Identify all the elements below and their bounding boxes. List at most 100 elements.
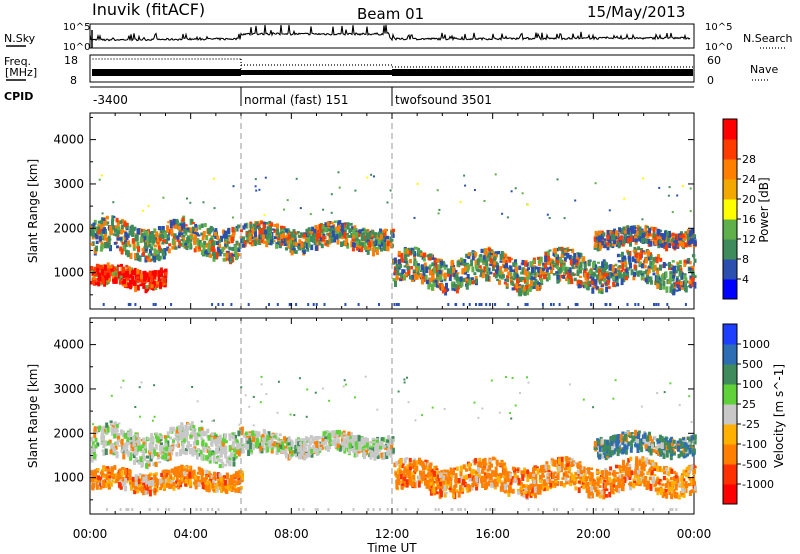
range-cell [246,239,250,242]
range-cell [232,461,236,467]
range-cell [449,269,452,275]
range-cell [108,478,112,482]
range-cell [183,471,187,476]
range-cell [593,243,597,248]
range-cell [184,242,188,246]
range-cell [555,271,559,275]
range-cell [482,255,486,260]
range-cell [665,286,669,293]
range-cell [644,239,648,244]
range-cell [162,469,166,474]
range-cell [431,283,434,291]
range-cell [601,261,605,268]
range-cell [391,436,395,439]
range-cell [260,221,264,225]
range-cell [207,248,211,253]
range-cell [383,445,387,448]
cpid-segment-label: twofsound 3501 [395,93,492,107]
range-cell [633,225,636,228]
range-cell [178,425,181,432]
range-cell [679,231,683,235]
range-cell [310,231,314,234]
range-cell [213,207,216,210]
range-cell [164,478,168,484]
range-cell [300,242,304,249]
range-cell [142,251,146,256]
range-cell [132,479,135,485]
range-cell [102,479,106,487]
range-cell [352,234,356,240]
range-cell [372,175,375,178]
range-cell [632,250,636,253]
range-cell [692,274,695,280]
range-cell [232,216,234,219]
range-cell [356,448,360,452]
range-cell [321,438,325,442]
range-cell [180,238,184,242]
range-cell [292,446,296,449]
range-cell [324,437,328,441]
range-cell [217,446,221,454]
range-cell [290,451,293,454]
range-cell [117,226,121,231]
range-cell [107,478,111,484]
range-cell [132,436,136,443]
range-cell [228,460,232,467]
range-cell [148,270,152,278]
range-cell [154,282,158,286]
range-cell [316,230,320,233]
range-cell [158,478,162,486]
range-cell [380,444,384,447]
range-cell [653,235,657,240]
range-cell [98,425,102,431]
range-cell [95,484,99,490]
range-cell [115,451,119,459]
range-cell [435,267,439,273]
range-cell [658,237,662,242]
range-cell [245,445,249,450]
range-cell [658,239,662,244]
range-cell [675,281,678,287]
range-cell [230,303,233,306]
range-cell [403,248,407,254]
range-cell [223,230,227,238]
range-cell [168,446,172,453]
range-cell [113,242,117,245]
range-cell [124,478,128,483]
range-cell [669,273,673,281]
range-cell [125,264,129,268]
range-cell [130,443,134,449]
range-cell [203,249,207,254]
range-cell [612,275,616,281]
range-cell [506,275,510,279]
range-cell [163,471,167,476]
range-cell [194,227,197,232]
range-cell [205,455,209,461]
range-cell [254,185,257,188]
range-cell [138,255,142,262]
range-cell [679,267,683,272]
range-cell [122,273,126,278]
range-cell [634,258,638,264]
range-cell [519,289,523,297]
range-cell [408,470,412,473]
range-cell [601,240,605,246]
range-cell [107,482,111,490]
range-cell [545,267,549,273]
range-cell [229,435,233,439]
range-cell [148,480,151,487]
range-cell [225,253,229,259]
range-cell [186,197,188,200]
range-cell [212,489,215,492]
range-cell [592,285,596,289]
range-cell [276,303,279,306]
range-cell [150,246,154,251]
range-cell [132,482,135,488]
range-cell [93,450,96,453]
range-cell [380,452,384,459]
range-cell [181,427,184,434]
range-cell [432,282,436,287]
range-cell [110,266,114,272]
beam-title: Beam 01 [357,5,424,23]
range-cell [223,239,227,242]
